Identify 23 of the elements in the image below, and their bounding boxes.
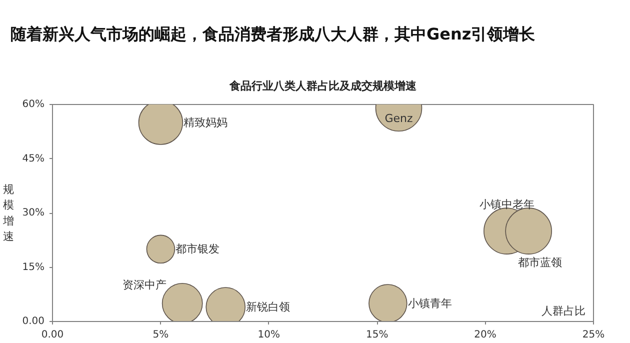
series-label: 小镇青年: [408, 296, 452, 310]
series-label: 精致妈妈: [184, 116, 228, 130]
series-label: 都市蓝领: [518, 256, 562, 270]
x-tick-label: 25%: [582, 330, 605, 340]
x-axis-title: 人群占比: [542, 304, 586, 318]
series-label: 小镇中老年: [479, 198, 534, 212]
x-tick-label: 5%: [152, 330, 169, 340]
x-tick-label: 20%: [474, 330, 496, 340]
series-label: 资深中产: [122, 278, 166, 292]
series-label: 都市银发: [176, 242, 220, 256]
y-tick-label: 0.00: [22, 316, 44, 327]
x-tick-label: 10%: [258, 330, 280, 340]
y-tick-label: 60%: [22, 99, 45, 110]
y-tick-label: 45%: [22, 153, 45, 164]
x-tick-label: 15%: [366, 330, 388, 340]
chart-subtitle: 随着新兴人气市场的崛起，食品消费者形成八大人群，其中Genz引领增长: [10, 24, 536, 44]
chart-title: 食品行业八类人群占比及成交规模增速: [228, 80, 418, 92]
x-tick-label: 0.00: [41, 330, 64, 340]
y-tick-label: 15%: [22, 262, 45, 273]
y-axis-title: 规模增速: [2, 183, 14, 243]
y-tick-label: 30%: [22, 208, 45, 218]
series-label: Genz: [384, 112, 413, 126]
series-label: 新锐白领: [246, 300, 290, 314]
